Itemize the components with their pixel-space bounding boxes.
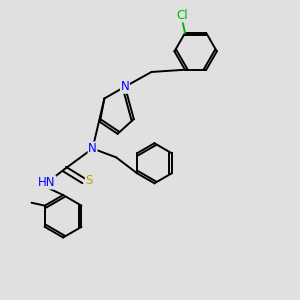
Text: Cl: Cl bbox=[176, 9, 188, 22]
Text: HN: HN bbox=[38, 176, 56, 189]
Text: N: N bbox=[88, 142, 97, 155]
Text: N: N bbox=[121, 80, 129, 93]
Text: S: S bbox=[85, 174, 93, 188]
